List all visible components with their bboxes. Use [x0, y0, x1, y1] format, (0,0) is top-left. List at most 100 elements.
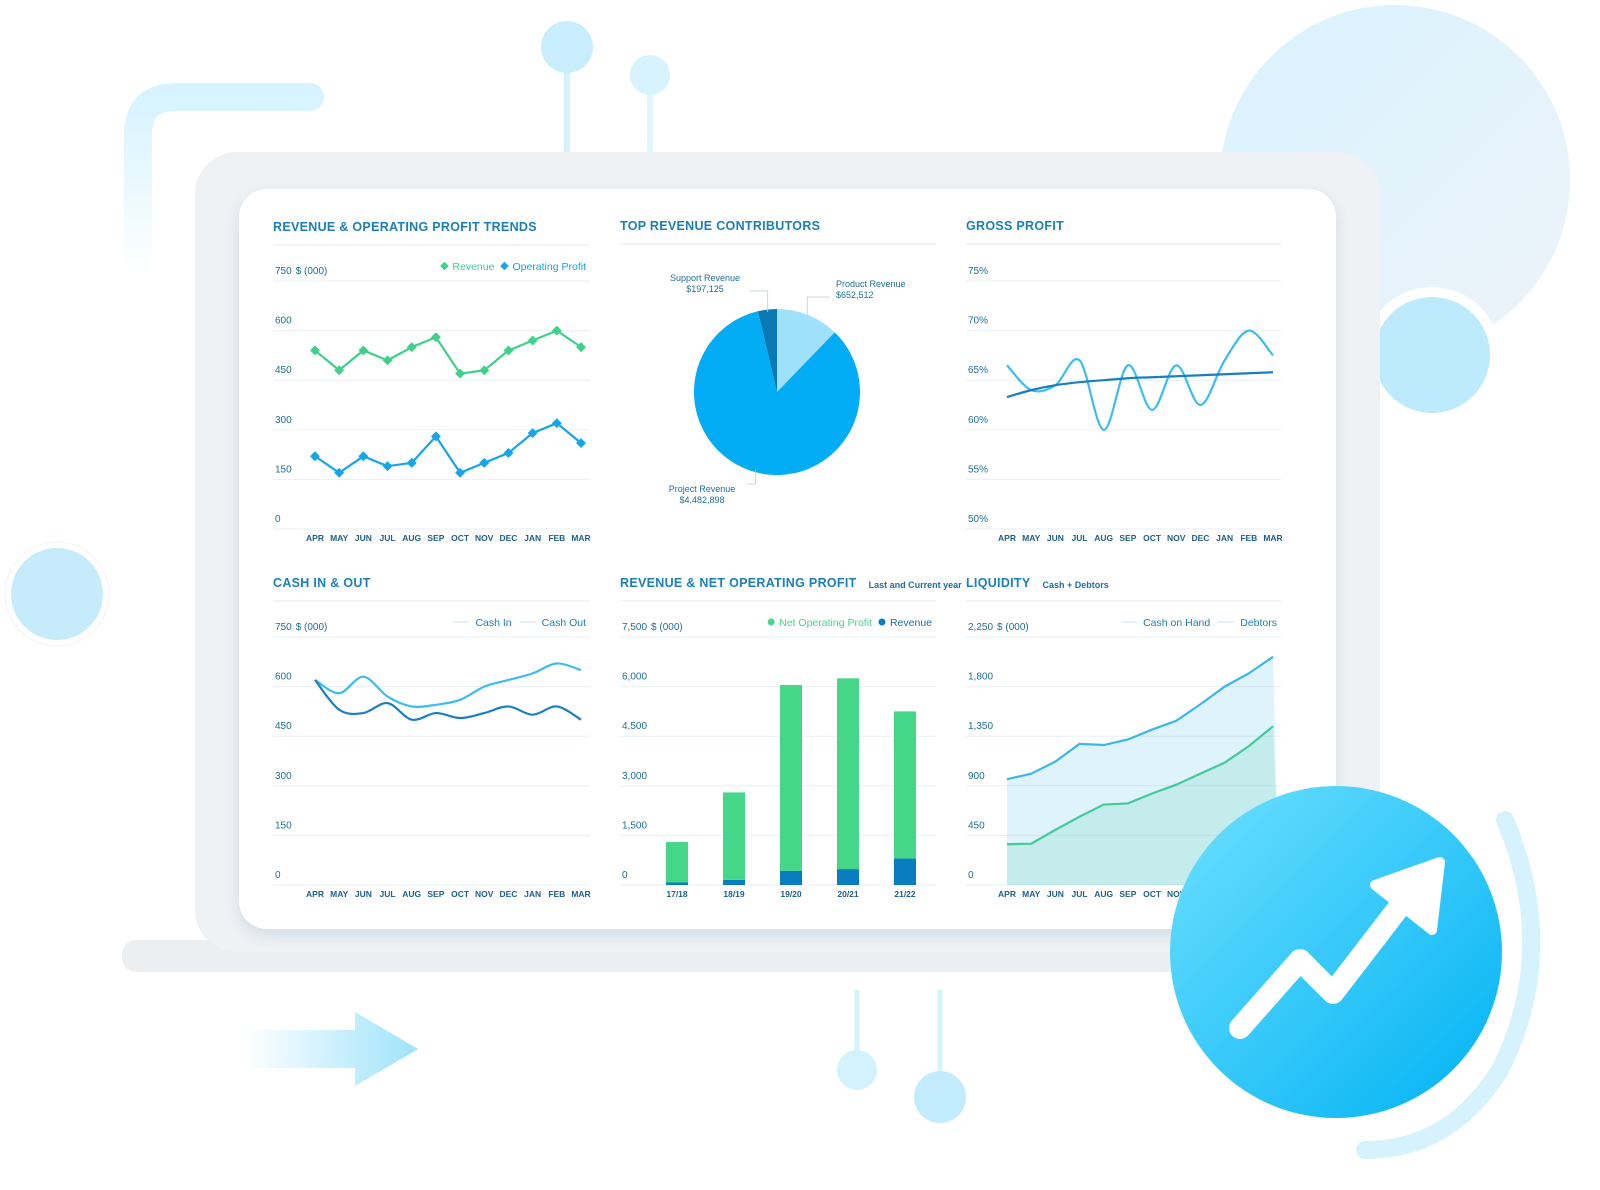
y-tick-label: 300 [275, 415, 292, 426]
x-tick-label: JUL [380, 889, 396, 899]
x-tick-label: MAY [1022, 889, 1040, 899]
legend-label: Operating Profit [512, 261, 586, 273]
x-tick-label: FEB [548, 533, 565, 543]
point [479, 457, 490, 468]
chart-subtitle: Cash + Debtors [1043, 580, 1109, 590]
bg-dot [630, 55, 670, 95]
growth-arrow [1229, 869, 1431, 1039]
bar-segment [723, 792, 745, 880]
point [310, 451, 320, 462]
point [310, 345, 320, 356]
x-tick-label: APR [306, 889, 324, 899]
bar-segment [894, 711, 916, 859]
y-tick-label: 6,000 [622, 672, 647, 683]
pie-value-label: $652,512 [836, 290, 874, 300]
y-tick-label: 750 [275, 622, 292, 633]
leader-line [806, 296, 830, 318]
area-fill [1007, 656, 1279, 885]
point [576, 438, 586, 448]
bg-dot [541, 21, 593, 73]
point [527, 335, 538, 346]
point [430, 431, 441, 442]
growth-arrow-head [1370, 857, 1445, 935]
y-tick-label: 7,500 [622, 622, 647, 633]
x-tick-label: JUN [1047, 889, 1064, 899]
x-tick-label: APR [998, 533, 1016, 543]
point [358, 345, 369, 356]
x-tick-label: AUG [1094, 533, 1113, 543]
point [455, 368, 466, 379]
y-tick-label: 65% [968, 365, 988, 376]
y-tick-label: 1,800 [968, 672, 993, 683]
x-tick-label: MAR [571, 889, 590, 899]
bar-segment [723, 879, 745, 885]
x-tick-label: JUN [355, 533, 372, 543]
y-tick-label: 900 [968, 771, 985, 782]
bg-dot [837, 1050, 877, 1090]
legend-marker [878, 618, 886, 626]
x-tick-label: AUG [402, 889, 421, 899]
point [576, 342, 586, 353]
y-tick-label: 300 [275, 771, 292, 782]
bg-dot [11, 548, 103, 640]
legend-label: Net Operating Profit [779, 617, 872, 629]
chart-panel: REVENUE & NET OPERATING PROFIT Last and C… [620, 576, 962, 899]
x-tick-label: NOV [1167, 533, 1186, 543]
chart-title: REVENUE & NET OPERATING PROFIT [620, 576, 857, 590]
point [382, 461, 393, 472]
chart-title: GROSS PROFIT [966, 219, 1064, 233]
y-axis-label: $ (000) [651, 622, 683, 633]
growth-badge [1170, 786, 1502, 1118]
x-tick-label: JAN [524, 889, 541, 899]
y-tick-label: 750 [275, 266, 292, 277]
screen [239, 189, 1336, 929]
point [406, 342, 417, 353]
chart-title: REVENUE & OPERATING PROFIT TRENDS [273, 220, 537, 234]
x-tick-label: JAN [524, 533, 541, 543]
y-axis-label: $ (000) [296, 266, 328, 277]
dashboard: REVENUE & OPERATING PROFIT TRENDS 0 150 300… [273, 219, 1283, 899]
y-tick-label: 0 [968, 870, 974, 881]
point [503, 447, 514, 458]
y-tick-label: 1,500 [622, 820, 647, 831]
x-tick-label: MAY [330, 533, 348, 543]
point [551, 325, 562, 336]
y-tick-label: 600 [275, 672, 292, 683]
chart-subtitle: Last and Current year [869, 580, 963, 590]
series-line [314, 421, 582, 475]
y-tick-label: 3,000 [622, 771, 647, 782]
x-tick-label: JAN [1216, 533, 1233, 543]
y-tick-label: 75% [968, 266, 988, 277]
x-tick-label: SEP [1119, 889, 1136, 899]
x-tick-label: 20/21 [837, 889, 859, 899]
x-tick-label: OCT [1143, 889, 1162, 899]
y-tick-label: 2,250 [968, 622, 993, 633]
y-tick-label: 450 [275, 721, 292, 732]
legend-label: Revenue [452, 261, 494, 273]
y-tick-label: 0 [275, 514, 281, 525]
legend-marker [500, 261, 509, 271]
x-tick-label: SEP [1119, 533, 1136, 543]
y-axis-label: $ (000) [296, 622, 328, 633]
x-tick-label: JUL [1072, 533, 1088, 543]
series-line [314, 679, 582, 721]
x-tick-label: JUL [1072, 889, 1088, 899]
x-tick-label: JUL [380, 533, 396, 543]
x-tick-label: 17/18 [666, 889, 688, 899]
legend-label: Debtors [1240, 617, 1277, 629]
point [382, 355, 393, 366]
x-tick-label: OCT [451, 889, 470, 899]
x-tick-label: OCT [1143, 533, 1162, 543]
y-axis-label: $ (000) [997, 622, 1029, 633]
x-tick-label: AUG [402, 533, 421, 543]
bar-segment [837, 869, 859, 885]
area-line [1006, 655, 1274, 781]
x-tick-label: APR [306, 533, 324, 543]
y-tick-label: 60% [968, 415, 988, 426]
bar-segment [837, 678, 859, 870]
bar-segment [780, 870, 802, 885]
x-tick-label: MAY [1022, 533, 1040, 543]
x-tick-label: DEC [499, 889, 517, 899]
legend-label: Revenue [890, 617, 932, 629]
